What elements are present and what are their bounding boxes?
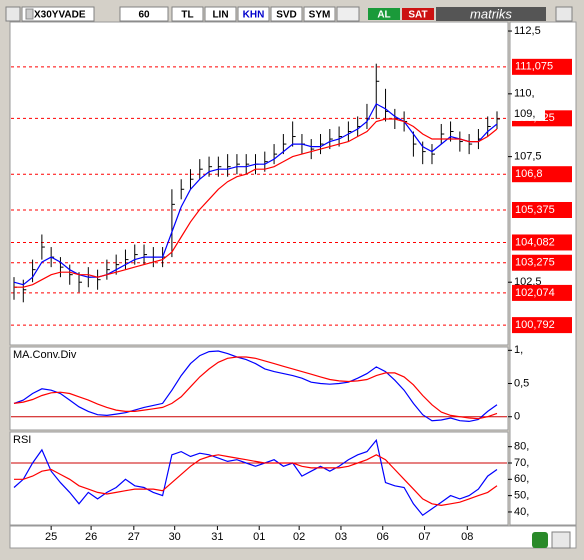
- date-axis: [9, 525, 577, 549]
- x-tick-label: 31: [211, 531, 223, 543]
- sell-button[interactable]: [402, 8, 434, 20]
- series-line: [13, 103, 498, 286]
- panel-title: MA.Conv.Div: [13, 349, 77, 361]
- last-price-label: 109,: [514, 108, 535, 120]
- series-line: [14, 118, 498, 288]
- toolbar-button-label: LIN: [212, 10, 228, 21]
- y-tick-label: 110,: [514, 88, 535, 100]
- sell-label: SAT: [408, 10, 427, 21]
- rsi-panel: [9, 431, 509, 526]
- toolbar-button-label: SVD: [276, 10, 297, 21]
- y-tick-label: 0: [514, 411, 520, 423]
- x-tick-label: 27: [128, 531, 140, 543]
- y-tick-label: 60,: [514, 473, 529, 485]
- level-label: 100,792: [515, 319, 555, 331]
- toolbar-button[interactable]: [303, 6, 336, 22]
- symbol-box[interactable]: [21, 6, 95, 22]
- x-tick-label: 01: [253, 531, 265, 543]
- series-line: [13, 350, 498, 423]
- last-price-box: [511, 106, 545, 121]
- level-label-box: [512, 58, 572, 75]
- buy-button[interactable]: [368, 8, 400, 20]
- toolbar-button[interactable]: [171, 6, 204, 22]
- period: 60: [138, 10, 150, 21]
- series-line: [13, 356, 498, 420]
- y-axis-area: [509, 21, 577, 526]
- series-line: [13, 438, 498, 517]
- y-tick-label: 50,: [514, 490, 529, 502]
- toolbar-button-label: TL: [181, 10, 193, 21]
- x-tick-label: 26: [85, 531, 97, 543]
- settings-icon[interactable]: [336, 6, 360, 22]
- y-tick-label: 0,5: [514, 377, 529, 389]
- x-tick-label: 07: [418, 531, 430, 543]
- level-label: 105,375: [515, 204, 555, 216]
- level-label: 103,275: [515, 257, 555, 269]
- brand-box: [436, 7, 546, 21]
- close-button[interactable]: [555, 6, 573, 22]
- x-tick-label: 06: [377, 531, 389, 543]
- y-tick-label: 70,: [514, 457, 529, 469]
- x-tick-label: 03: [335, 531, 347, 543]
- brand: matriks: [470, 6, 512, 21]
- toolbar-button[interactable]: [204, 6, 237, 22]
- toolbar-button-label: KHN: [243, 10, 265, 21]
- level-label: 111,075: [515, 61, 553, 73]
- y-tick-label: 40,: [514, 506, 529, 518]
- level-label: 104,082: [515, 236, 555, 248]
- scroll-button[interactable]: [551, 531, 571, 549]
- level-label: 102,074: [515, 287, 555, 299]
- level-label-box: [512, 254, 572, 271]
- buy-label: AL: [377, 10, 390, 21]
- level-label: 106,8: [515, 168, 543, 180]
- x-tick-label: 02: [293, 531, 305, 543]
- close-icon[interactable]: [25, 8, 34, 20]
- x-tick-label: 25: [45, 531, 57, 543]
- x-tick-label: 08: [461, 531, 473, 543]
- y-tick-label: 107,5: [514, 151, 542, 163]
- panel-title: RSI: [13, 434, 31, 446]
- level-label-box: [512, 234, 572, 251]
- x-tick-label: 30: [169, 531, 181, 543]
- level-label-box: [512, 284, 572, 301]
- period-box[interactable]: [119, 6, 169, 22]
- level-label-box: [512, 317, 572, 334]
- menu-icon[interactable]: [5, 6, 21, 22]
- y-tick-label: 80,: [514, 441, 529, 453]
- series-line: [14, 454, 498, 507]
- level-label-box: [512, 201, 572, 218]
- y-tick-label: 1,: [514, 344, 523, 356]
- toolbar-button-label: SYM: [309, 10, 331, 21]
- level-label-box: [512, 166, 572, 183]
- price-panel: [9, 21, 509, 346]
- toolbar-button[interactable]: [237, 6, 270, 22]
- symbol: X30YVADE: [34, 10, 86, 21]
- y-tick-label: 112,5: [514, 25, 541, 37]
- toolbar-button[interactable]: [270, 6, 303, 22]
- refresh-button[interactable]: [532, 532, 548, 548]
